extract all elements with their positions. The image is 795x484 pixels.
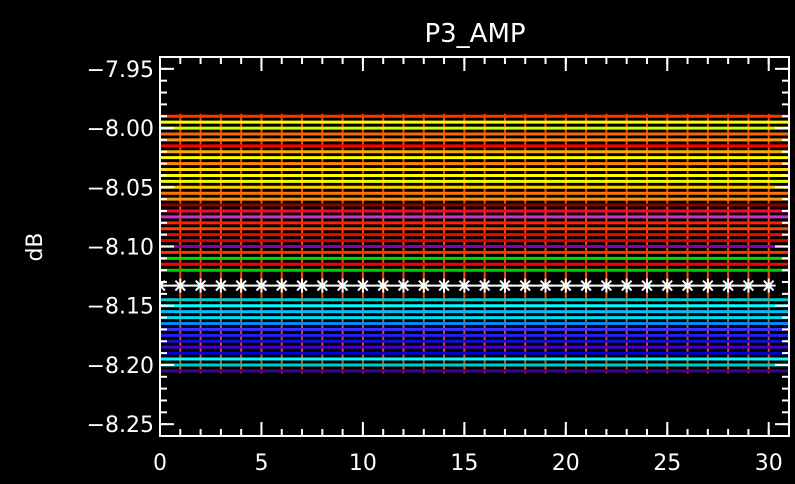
data-point — [437, 278, 452, 293]
data-point — [700, 278, 715, 293]
data-point — [295, 278, 310, 293]
data-point — [477, 278, 492, 293]
plot-frame — [159, 56, 790, 437]
data-point — [335, 278, 350, 293]
y-tick-label: −8.10 — [87, 236, 154, 261]
data-point — [660, 278, 675, 293]
data-point — [396, 278, 411, 293]
data-point — [457, 278, 472, 293]
y-axis-label: dB — [23, 232, 48, 261]
data-point — [538, 278, 553, 293]
data-point — [173, 278, 188, 293]
data-point — [213, 278, 228, 293]
data-point — [355, 278, 370, 293]
y-tick-label: −8.25 — [87, 413, 154, 438]
chart-title: P3_AMP — [424, 19, 525, 49]
x-tick-label: 20 — [552, 451, 580, 476]
data-point — [619, 278, 634, 293]
data-point — [416, 278, 431, 293]
y-axis: −7.95 −8.00 −8.05 −8.10 −8.15 −8.20 −8.25 — [87, 58, 789, 438]
y-tick-label: −7.95 — [87, 58, 154, 83]
data-point — [680, 278, 695, 293]
y-tick-label: −8.15 — [87, 295, 154, 320]
data-point — [518, 278, 533, 293]
x-tick-label: 30 — [755, 451, 783, 476]
data-point — [579, 278, 594, 293]
x-tick-label: 15 — [450, 451, 478, 476]
data-point — [376, 278, 391, 293]
data-point — [193, 278, 208, 293]
y-tick-label: −8.05 — [87, 176, 154, 201]
data-point — [639, 278, 654, 293]
data-point — [761, 278, 776, 293]
data-point — [497, 278, 512, 293]
data-point — [254, 278, 269, 293]
data-point — [234, 278, 249, 293]
data-point — [721, 278, 736, 293]
data-point — [599, 278, 614, 293]
plot-area — [160, 113, 789, 374]
data-point — [558, 278, 573, 293]
y-tick-label: −8.20 — [87, 354, 154, 379]
series-group — [160, 113, 789, 374]
y-tick-label: −8.00 — [87, 117, 154, 142]
data-point — [315, 278, 330, 293]
data-point — [741, 278, 756, 293]
x-tick-label: 5 — [254, 451, 268, 476]
x-tick-label: 0 — [153, 451, 167, 476]
x-tick-label: 25 — [653, 451, 681, 476]
data-point — [274, 278, 289, 293]
x-tick-label: 10 — [349, 451, 377, 476]
